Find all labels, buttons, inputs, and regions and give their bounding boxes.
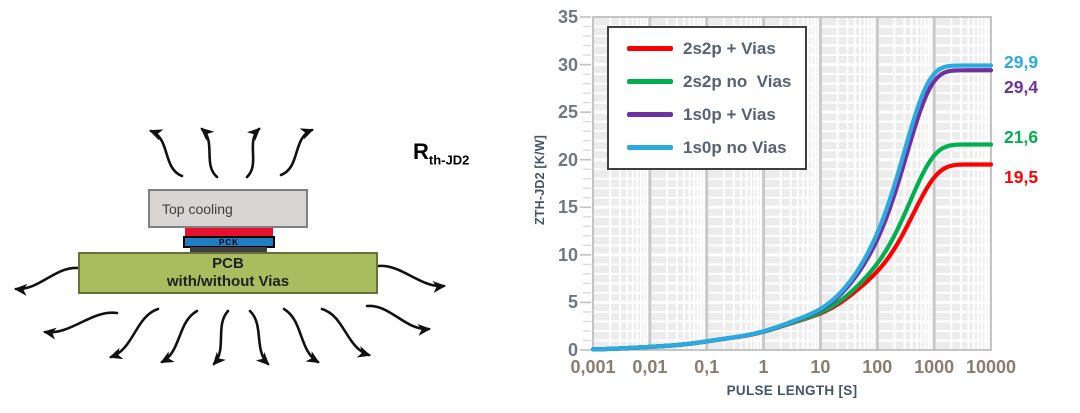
x-tick-label: 0,1 [694,357,720,377]
y-tick-label: 20 [557,149,578,170]
heat-flow-arrow [320,307,371,358]
heat-flow-arrow [43,311,119,340]
zth-chart: ZTH-JD2 [K/W] PULSE LENGTH [S] 0 5 10 15 20 2… [520,0,1080,413]
legend-line-swatch [627,79,673,84]
y-tick-label: 35 [557,7,578,27]
heat-flow-arrow [248,309,270,366]
legend-item: 2s2p no Vias [627,72,805,92]
y-tick-label: 10 [557,244,578,265]
steady-state-value-2s2p-vias: 19,5 [1004,167,1039,187]
heat-flow-arrow [160,309,199,364]
pck-label: PCK [219,237,239,247]
y-tick-label: 15 [557,197,578,218]
package-cooling-diagram: Top cooling PCK PCB with/without Vias Rt… [0,0,520,413]
legend-item: 1s0p + Vias [627,105,805,125]
plot-border [592,16,992,351]
legend-line-swatch [627,46,673,51]
steady-state-value-2s2p-no-vias: 21,6 [1004,127,1039,147]
heat-flow-arrow [282,307,320,364]
legend-label: 1s0p no Vias [683,137,787,157]
heat-flow-arrow [279,128,314,177]
heat-flow-arrows [14,127,446,366]
pcb-label-line1: PCB [212,255,244,272]
heat-flow-arrow [109,307,160,360]
y-tick-label: 0 [567,340,578,360]
chart-legend: 2s2p + Vias 2s2p no Vias 1s0p + Vias 1s0… [607,26,807,170]
legend-item: 2s2p + Vias [627,39,805,59]
y-tick-label: 5 [567,292,578,313]
x-tick-label: 10 [810,357,831,377]
legend-label: 2s2p + Vias [683,38,776,58]
solder-layer [185,228,273,237]
legend-label: 2s2p no Vias [683,71,792,91]
pcb-label-line2: with/without Vias [166,273,290,290]
y-tick-label: 25 [557,102,578,123]
steady-state-value-1s0p-vias: 29,4 [1004,77,1039,97]
y-axis-ticks [580,16,591,351]
rth-jd2-label: Rth-JD2 [413,139,470,168]
x-tick-label: 0,001 [570,357,616,377]
curve-1s0p-no-vias [590,63,994,352]
steady-state-value-1s0p-no-vias: 29,9 [1004,52,1039,72]
x-tick-label: 10000 [965,357,1017,377]
x-axis-title: PULSE LENGTH [S] [726,383,858,398]
top-cooling-label: Top cooling [162,200,233,217]
heat-flow-arrow [200,127,219,179]
y-axis-title: ZTH-JD2 [K/W] [533,134,547,226]
x-tick-label: 1 [758,357,769,377]
heat-flow-arrow [365,304,431,336]
top-cooling-block: Top cooling [148,189,308,228]
heat-flow-arrow [14,266,80,296]
legend-item: 1s0p no Vias [627,138,805,158]
legend-line-swatch [627,112,673,117]
die-attach-layer [190,247,267,253]
y-tick-label: 30 [557,54,578,75]
legend-line-swatch [627,145,673,150]
pcb-block: PCB with/without Vias [78,252,378,294]
x-tick-label: 0,01 [632,357,668,377]
x-tick-label: 1000 [914,357,955,377]
legend-label: 1s0p + Vias [683,104,776,124]
x-tick-label: 100 [862,357,893,377]
heat-flow-arrow [245,127,261,179]
heat-flow-arrow [149,129,184,178]
heat-flow-arrow [212,309,230,366]
heat-flow-arrow [376,264,446,293]
